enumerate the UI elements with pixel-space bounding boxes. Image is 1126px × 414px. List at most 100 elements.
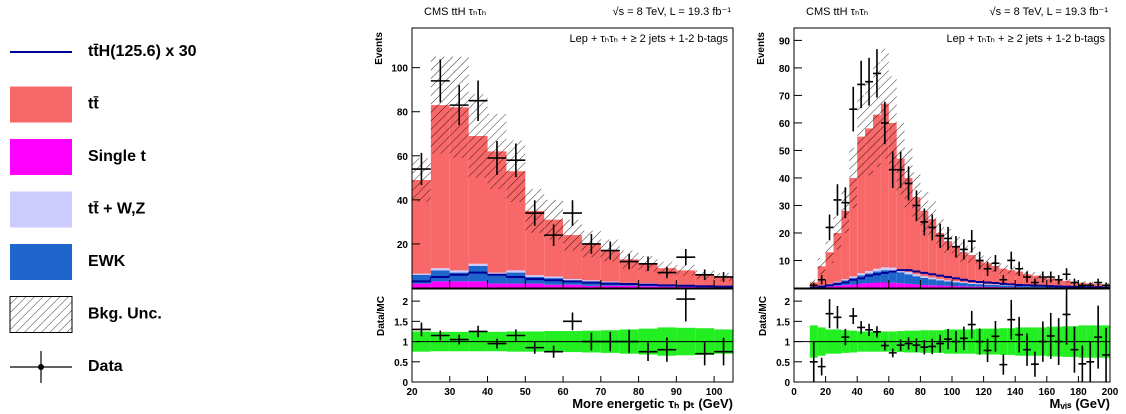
stack-bar: [581, 280, 601, 282]
y-axis-title: Events: [374, 32, 385, 65]
ratio-point: [936, 334, 945, 353]
stack-bar: [1062, 280, 1071, 287]
data-point: [1007, 251, 1016, 270]
stack-bar: [865, 128, 873, 271]
x-tick-label: 0: [791, 387, 797, 398]
stack-bar: [449, 272, 469, 282]
y-tick-label: 60: [397, 152, 409, 163]
stack-bar: [468, 281, 488, 288]
chart-subtitle: √s = 8 TeV, L = 19.3 fb⁻¹: [990, 6, 1109, 18]
data-point: [920, 208, 929, 236]
data-point: [1038, 271, 1047, 283]
y-axis-title: Events: [756, 32, 767, 65]
uncertainty-band: [967, 246, 976, 264]
legend-swatch: [10, 244, 72, 280]
ratio-y-tick-label: 1: [402, 338, 408, 349]
data-point: [525, 200, 545, 226]
stack-bar: [581, 285, 601, 288]
stack-bar: [525, 276, 545, 284]
legend-label: tt̄ + W,Z: [88, 199, 146, 217]
data-point: [619, 253, 639, 270]
x-tick-label: 200: [1102, 387, 1119, 398]
stack-bar: [888, 122, 897, 268]
legend-label: Bkg. Unc.: [88, 306, 162, 323]
stack-bar: [952, 282, 960, 287]
stack-bar: [983, 286, 992, 288]
data-point: [1031, 278, 1039, 287]
stack-bar: [619, 285, 639, 288]
legend-label: tt̄: [88, 94, 99, 112]
data-point: [638, 256, 658, 272]
ratio-point: [487, 338, 507, 349]
stack-bar: [487, 283, 507, 288]
data-point: [904, 166, 913, 201]
data-point: [581, 234, 601, 254]
y-tick-label: 50: [779, 146, 791, 157]
signal-step: [991, 282, 1001, 285]
signal-step: [619, 283, 640, 286]
ratio-point: [983, 338, 992, 363]
stack-bar: [865, 283, 873, 288]
uncertainty-band: [873, 62, 881, 167]
data-point: [849, 86, 858, 132]
y-tick-label: 70: [779, 91, 791, 102]
ratio-point: [841, 329, 850, 346]
data-point: [896, 151, 905, 188]
data-point: [1062, 268, 1071, 281]
stack-bar: [904, 177, 913, 273]
data-point: [430, 59, 450, 103]
chart-title: CMS ttH τₕτₕ: [806, 6, 868, 18]
stack-bar: [904, 272, 913, 275]
ratio-point: [817, 357, 826, 376]
ratio-point: [967, 310, 976, 339]
ratio-point: [896, 339, 905, 351]
stack-bar: [849, 177, 858, 277]
signal-step: [506, 275, 527, 280]
stack-bar: [841, 279, 850, 281]
ratio-point: [928, 338, 937, 355]
stack-bar: [825, 252, 834, 284]
data-point: [928, 214, 937, 241]
ratio-y-tick-label: 1: [784, 338, 790, 349]
ratio-point: [952, 331, 960, 353]
x-tick-label: 60: [883, 387, 895, 398]
ratio-point: [676, 289, 696, 322]
data-point: [449, 85, 469, 126]
chart-subtitle: √s = 8 TeV, L = 19.3 fb⁻¹: [613, 6, 732, 18]
x-tick-label: 90: [671, 387, 683, 398]
legend-swatch: [9, 296, 73, 333]
signal-step: [563, 280, 583, 283]
data-point: [1054, 275, 1063, 285]
stack-bar: [544, 284, 564, 288]
data-point: [600, 241, 620, 260]
stack-bar: [563, 284, 582, 288]
y-tick-label: 20: [397, 240, 409, 251]
ratio-point: [525, 341, 545, 354]
stack-bar: [1031, 286, 1039, 288]
data-point: [967, 229, 976, 253]
signal-step: [975, 280, 985, 283]
stack-bar: [920, 276, 929, 278]
data-point: [1102, 282, 1110, 288]
x-tick-label: 140: [1007, 387, 1024, 398]
ratio-point: [638, 342, 658, 361]
stack-bar: [825, 286, 834, 288]
stack-bar: [952, 281, 960, 283]
data-point: [817, 275, 826, 285]
ratio-point: [1054, 318, 1063, 366]
uncertainty-band: [676, 264, 696, 276]
ratio-point: [695, 341, 715, 366]
data-point: [714, 272, 733, 282]
signal-step: [544, 279, 565, 282]
uncertainty-band: [817, 258, 826, 275]
y-tick-label: 80: [779, 64, 791, 75]
data-point: [991, 254, 1000, 272]
ratio-point: [449, 334, 469, 345]
uncertainty-band: [888, 76, 897, 170]
stack-bar: [563, 278, 582, 281]
legend-swatch: [10, 191, 72, 228]
stack-bar: [412, 283, 431, 288]
uncertainty-band: [833, 216, 842, 250]
stack-bar: [975, 283, 984, 285]
legend-swatch: [10, 86, 72, 123]
